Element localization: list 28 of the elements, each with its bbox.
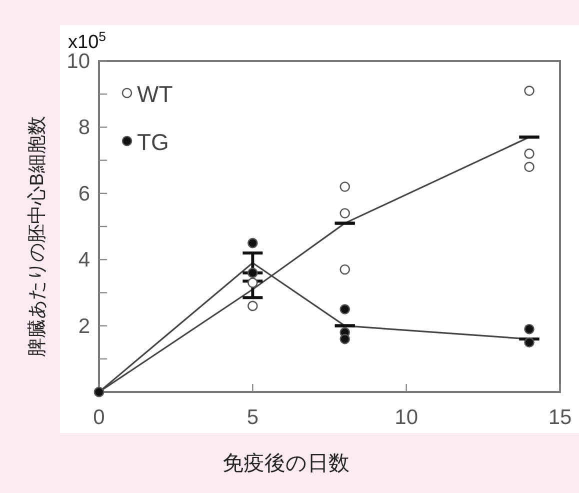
point — [340, 304, 350, 314]
point — [340, 182, 350, 192]
point — [524, 162, 534, 172]
x-tick-label: 15 — [548, 406, 572, 429]
legend-label: TG — [137, 129, 169, 155]
point — [248, 300, 258, 312]
x-axis-title: 免疫後の日数 — [222, 452, 350, 475]
point — [524, 324, 534, 334]
legend-label: WT — [137, 81, 173, 107]
y-axis-title: 脾臓あたりの胚中心B細胞数 — [26, 116, 48, 357]
text: x10$^{5}$ — [68, 28, 106, 53]
point — [248, 268, 258, 278]
y-tick-label: 8 — [78, 116, 90, 140]
point — [340, 264, 350, 275]
point — [524, 337, 534, 348]
point — [248, 238, 258, 248]
point — [524, 148, 534, 159]
point — [340, 208, 350, 218]
x-tick-label: 5 — [246, 406, 259, 429]
point — [248, 278, 258, 288]
x-tick-label: 0 — [93, 406, 105, 429]
y-tick-label: 4 — [78, 248, 90, 272]
x-tick-label: 10 — [394, 406, 418, 429]
y-tick-label: 10 — [66, 50, 90, 73]
point — [524, 86, 534, 96]
y-tick-label: 6 — [78, 182, 90, 206]
y-tick-label: 2 — [78, 314, 90, 338]
point — [340, 334, 350, 344]
